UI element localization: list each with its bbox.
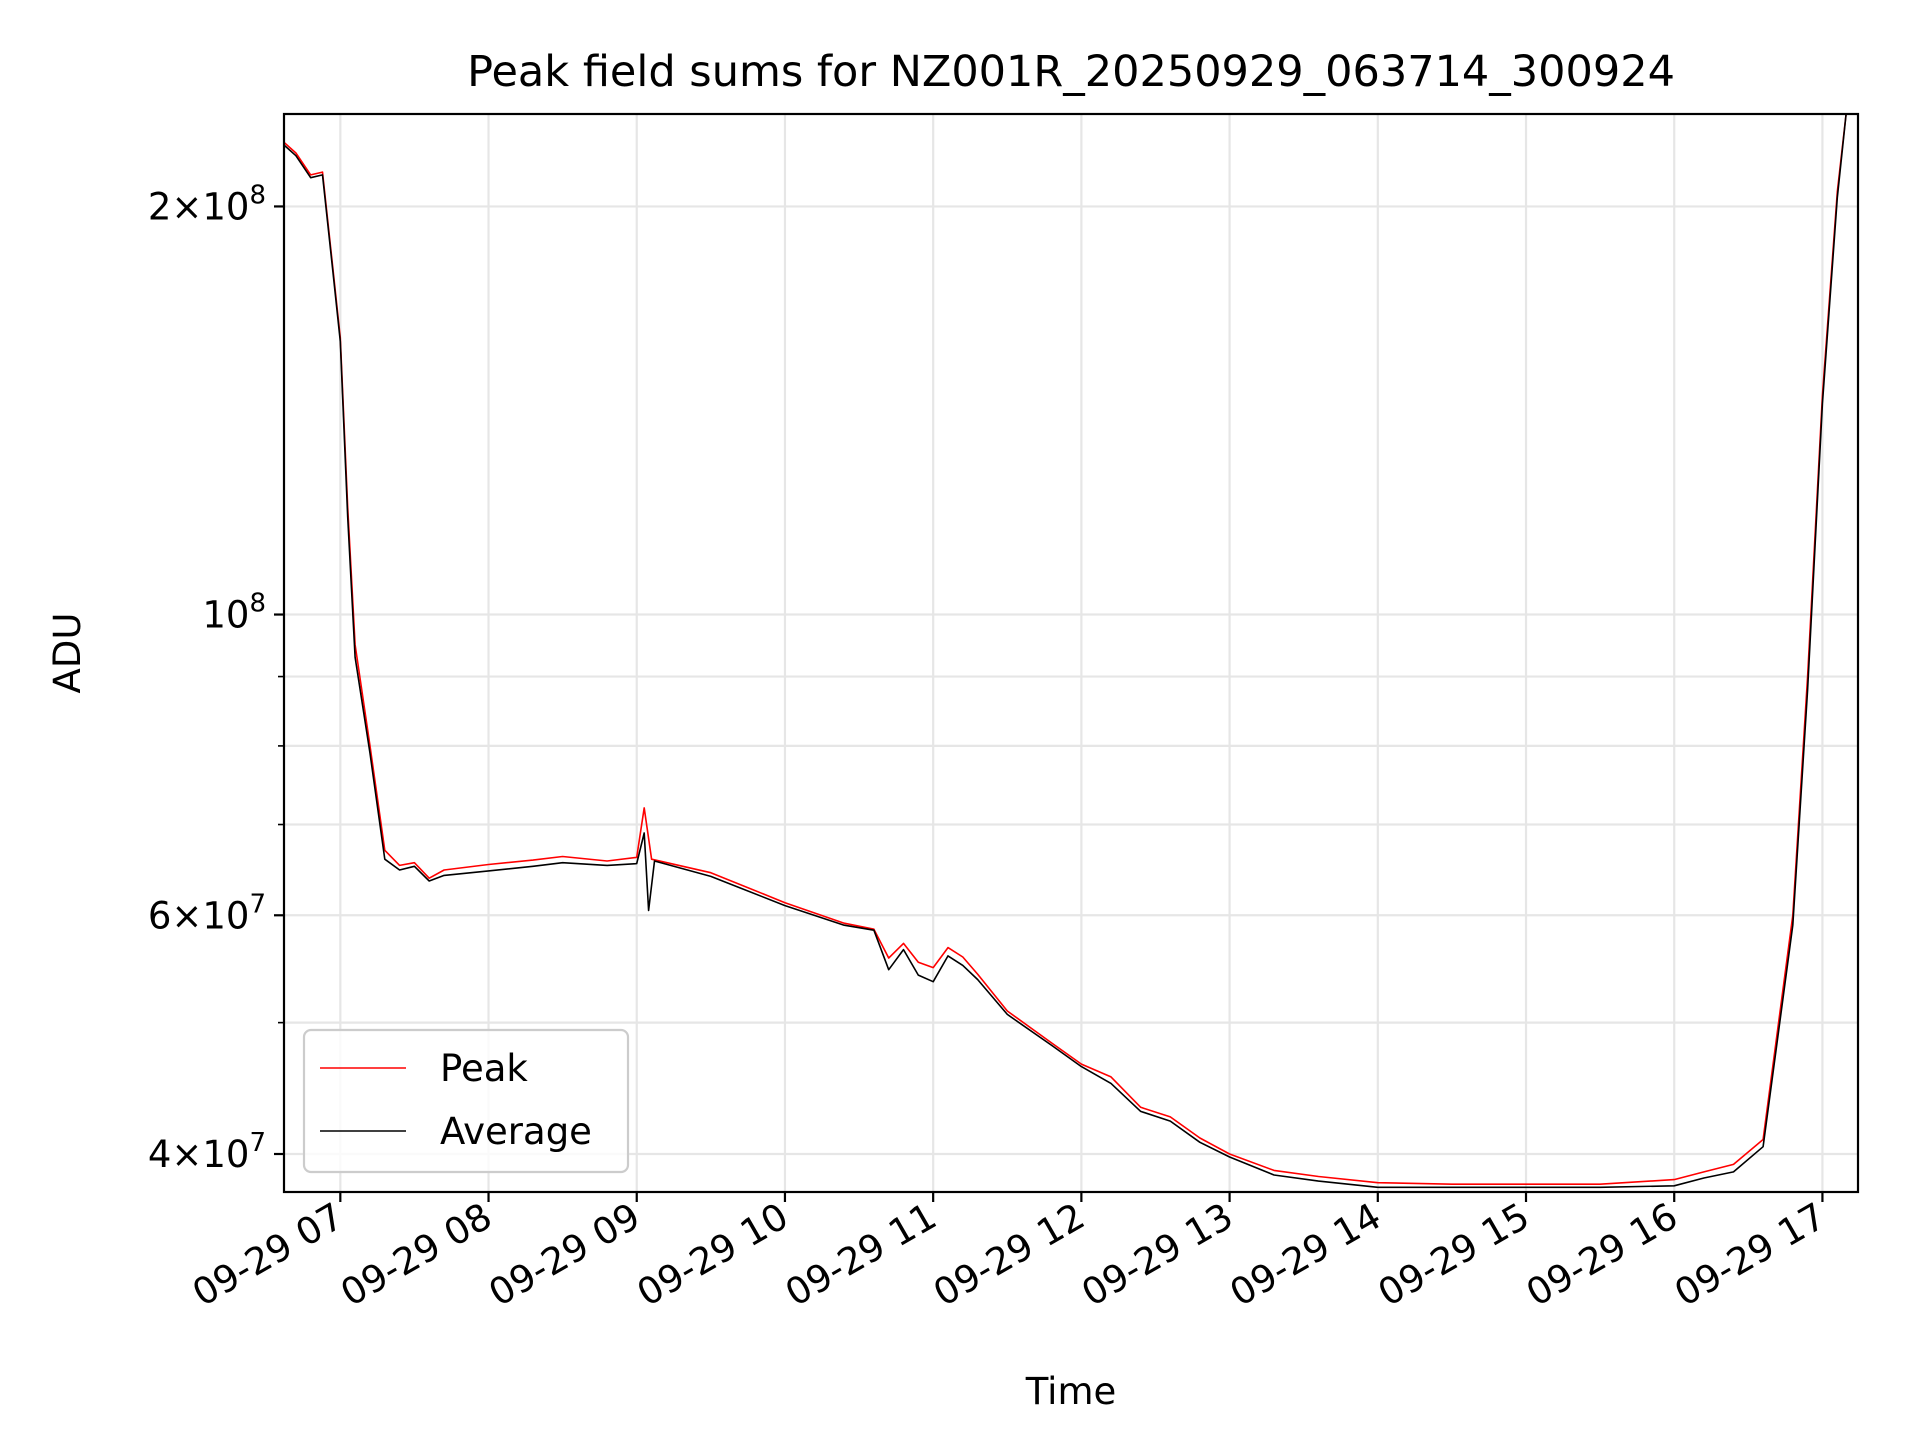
legend-label-peak: Peak (440, 1047, 528, 1090)
y-tick-label: 4×107 (148, 1128, 266, 1176)
legend: Peak Average (302, 1028, 630, 1174)
chart-title: Peak field sums for NZ001R_20250929_0637… (467, 47, 1675, 97)
y-axis-label: ADU (46, 613, 89, 694)
y-axis-ticks: 4×107 6×107 108 2×108 (148, 180, 284, 1176)
x-axis-label: Time (1025, 1370, 1117, 1413)
y-tick-label: 108 (202, 589, 266, 637)
grid (284, 114, 1858, 1192)
y-tick-label: 2×108 (148, 180, 266, 228)
series-line-peak (284, 114, 1847, 1185)
plot-frame (282, 112, 1860, 1194)
series-layer (284, 114, 1847, 1189)
y-tick-label: 6×107 (148, 889, 266, 937)
legend-label-average: Average (440, 1110, 592, 1153)
legend-box (302, 1028, 630, 1174)
series-line-average (284, 114, 1847, 1189)
